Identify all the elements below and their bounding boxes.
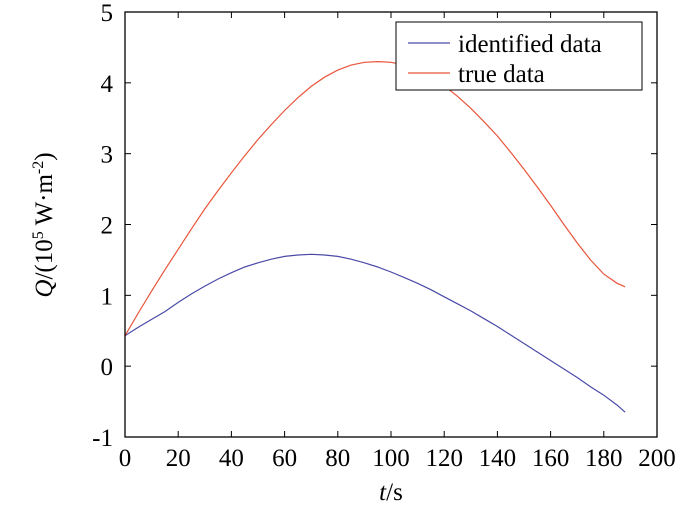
series-layer bbox=[124, 60, 626, 413]
x-axis-label: t/s bbox=[379, 479, 403, 506]
x-tick-label: 0 bbox=[119, 445, 132, 472]
y-axis-label-sup2: -2 bbox=[30, 161, 47, 174]
x-axis-label-var: t bbox=[379, 479, 387, 506]
x-tick-label: 180 bbox=[585, 445, 623, 472]
y-axis-label-var: Q bbox=[31, 280, 58, 298]
y-axis-label-sup1: 5 bbox=[30, 231, 47, 239]
y-axis-label: Q/(105 W·m-2) bbox=[30, 152, 58, 297]
y-tick-label: 1 bbox=[101, 283, 114, 310]
y-axis-label-suffix: ) bbox=[31, 152, 58, 160]
y-tick-label: 2 bbox=[101, 213, 114, 240]
y-tick-label: -1 bbox=[92, 425, 113, 452]
x-tick-label: 200 bbox=[638, 445, 676, 472]
y-tick-label: 4 bbox=[101, 71, 114, 98]
y-tick-label: 5 bbox=[101, 0, 114, 27]
x-tick-label: 60 bbox=[272, 445, 297, 472]
x-tick-label: 40 bbox=[219, 445, 244, 472]
y-tick-label: 3 bbox=[101, 142, 114, 169]
legend-box bbox=[395, 21, 643, 91]
y-tick-label: 0 bbox=[101, 354, 114, 381]
x-tick-label: 80 bbox=[325, 445, 350, 472]
plot-frame bbox=[124, 11, 658, 438]
legend-label-true-data: true data bbox=[458, 61, 545, 88]
x-tick-label: 120 bbox=[425, 445, 463, 472]
y-axis-label-prefix: /(10 bbox=[31, 239, 58, 279]
series-line-true-data bbox=[124, 60, 626, 337]
legend-label-identified-data: identified data bbox=[458, 31, 602, 58]
x-tick-label: 160 bbox=[532, 445, 570, 472]
x-tick-label: 140 bbox=[479, 445, 517, 472]
legend: identified data true data bbox=[395, 21, 643, 91]
y-axis-label-mid: W·m bbox=[31, 174, 58, 232]
x-tick-label: 20 bbox=[166, 445, 191, 472]
series-line-identified-data bbox=[124, 253, 626, 413]
x-tick-label: 100 bbox=[372, 445, 410, 472]
x-axis-label-unit: /s bbox=[386, 479, 403, 506]
